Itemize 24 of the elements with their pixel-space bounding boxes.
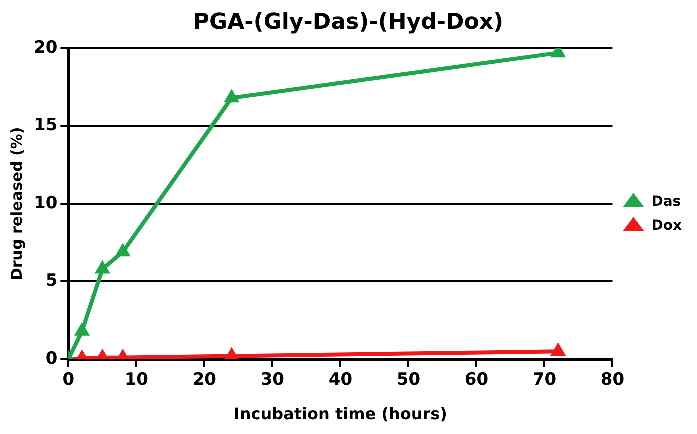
legend-label: Dox bbox=[652, 218, 682, 234]
x-tick-label: 50 bbox=[396, 370, 421, 390]
y-tick-label: 20 bbox=[34, 38, 58, 58]
chart-title: PGA-(Gly-Das)-(Hyd-Dox) bbox=[193, 10, 504, 35]
x-axis-title: Incubation time (hours) bbox=[234, 404, 448, 424]
x-tick-label: 10 bbox=[124, 370, 149, 390]
point bbox=[74, 322, 90, 336]
x-tick-label: 70 bbox=[532, 370, 557, 390]
x-tick-label: 60 bbox=[464, 370, 489, 390]
y-tick-label: 10 bbox=[34, 193, 58, 214]
x-tick-label: 80 bbox=[600, 370, 625, 390]
point bbox=[95, 260, 110, 274]
legend-label: Das bbox=[652, 194, 682, 210]
y-axis-title: Drug released (%) bbox=[8, 127, 26, 281]
y-tick-label: 15 bbox=[34, 116, 58, 136]
point bbox=[550, 343, 566, 356]
y-tick-label: 5 bbox=[46, 271, 58, 292]
x-tick-label: 0 bbox=[62, 370, 75, 390]
x-tick-label: 20 bbox=[192, 370, 217, 390]
point bbox=[116, 244, 130, 257]
x-tick-label: 30 bbox=[260, 370, 285, 390]
point bbox=[224, 90, 240, 103]
x-tick-label: 40 bbox=[328, 370, 353, 390]
y-tick-label: 0 bbox=[46, 348, 58, 369]
